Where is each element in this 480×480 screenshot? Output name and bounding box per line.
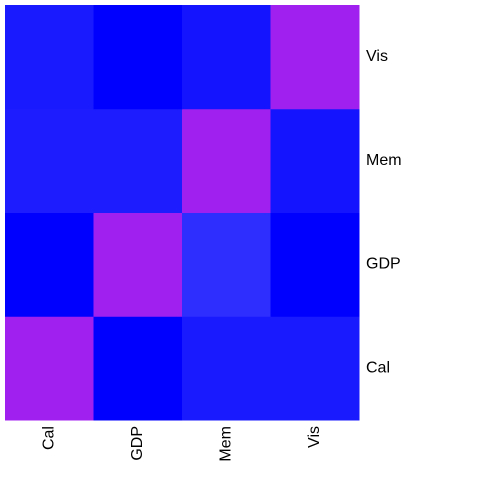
heatmap-cell-gdp-gdp (93, 212, 183, 317)
heatmap-cell-mem-vis (270, 108, 360, 213)
heatmap-cell-vis-cal (5, 5, 94, 110)
heatmap-cell-vis-gdp (93, 5, 183, 110)
heatmap-cell-cal-mem (182, 316, 271, 421)
column-label-vis: Vis (306, 426, 323, 448)
heatmap-cell-mem-cal (5, 108, 94, 213)
row-label-gdp: GDP (366, 256, 401, 273)
heatmap-cell-vis-vis (270, 5, 360, 110)
column-labels: Cal GDP Mem Vis (40, 426, 323, 462)
row-label-vis: Vis (366, 48, 388, 65)
heatmap-cell-mem-mem (182, 108, 271, 213)
column-label-cal: Cal (40, 426, 57, 450)
heatmap-cell-gdp-cal (5, 212, 94, 317)
heatmap-cell-mem-gdp (93, 108, 183, 213)
heatmap-cells (5, 5, 360, 421)
heatmap-cell-gdp-mem (182, 212, 271, 317)
heatmap-cell-cal-vis (270, 316, 360, 421)
row-label-mem: Mem (366, 152, 402, 169)
heatmap-cell-gdp-vis (270, 212, 360, 317)
row-labels: Cal GDP Mem Vis (366, 48, 402, 376)
heatmap-cell-vis-mem (182, 5, 271, 110)
column-label-gdp: GDP (129, 426, 146, 461)
heatmap-cell-cal-cal (5, 316, 94, 421)
row-label-cal: Cal (366, 359, 390, 376)
heatmap-cell-cal-gdp (93, 316, 183, 421)
column-label-mem: Mem (217, 426, 234, 462)
